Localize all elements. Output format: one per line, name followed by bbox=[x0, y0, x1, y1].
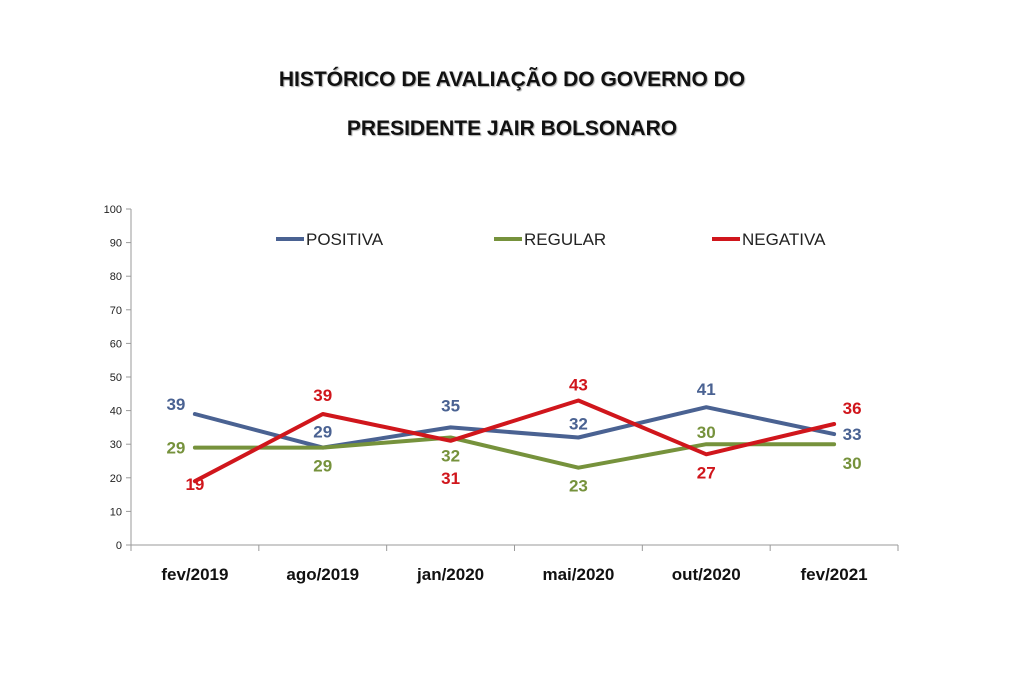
data-label: 43 bbox=[569, 376, 588, 395]
legend-label: POSITIVA bbox=[306, 230, 384, 249]
data-label: 41 bbox=[697, 380, 716, 399]
data-label: 36 bbox=[843, 399, 862, 418]
series-line bbox=[192, 435, 837, 470]
x-tick-label: fev/2019 bbox=[161, 565, 228, 584]
y-tick-label: 20 bbox=[110, 473, 122, 485]
data-label: 32 bbox=[441, 446, 460, 465]
x-tick-label: ago/2019 bbox=[286, 565, 359, 584]
data-label: 27 bbox=[697, 463, 716, 482]
data-label: 39 bbox=[166, 395, 185, 414]
data-label: 23 bbox=[569, 477, 588, 496]
x-tick-label: mai/2020 bbox=[542, 565, 614, 584]
x-tick-label: out/2020 bbox=[672, 565, 741, 584]
data-label: 31 bbox=[441, 469, 460, 488]
y-tick-label: 60 bbox=[110, 338, 122, 350]
legend-label: NEGATIVA bbox=[742, 230, 826, 249]
y-tick-label: 30 bbox=[110, 439, 122, 451]
data-label: 29 bbox=[313, 457, 332, 476]
data-label: 29 bbox=[166, 439, 185, 458]
y-tick-label: 0 bbox=[116, 540, 122, 552]
chart-title-line-1: HISTÓRICO DE AVALIAÇÃO DO GOVERNO DO bbox=[278, 68, 746, 91]
y-tick-label: 10 bbox=[110, 506, 122, 518]
data-label: 29 bbox=[313, 423, 332, 442]
data-label: 35 bbox=[441, 396, 460, 415]
data-label: 19 bbox=[185, 475, 204, 494]
data-label: 39 bbox=[313, 386, 332, 405]
y-tick-label: 40 bbox=[110, 406, 122, 418]
legend-label: REGULAR bbox=[524, 230, 606, 249]
data-label: 33 bbox=[843, 425, 862, 444]
y-tick-label: 70 bbox=[110, 305, 122, 317]
y-tick-label: 50 bbox=[110, 372, 122, 384]
y-tick-label: 100 bbox=[104, 204, 122, 216]
series-line bbox=[192, 398, 837, 484]
x-tick-label: fev/2021 bbox=[801, 565, 868, 584]
y-tick-label: 80 bbox=[110, 271, 122, 283]
data-label: 30 bbox=[697, 423, 716, 442]
x-tick-label: jan/2020 bbox=[416, 565, 484, 584]
data-label: 32 bbox=[569, 414, 588, 433]
chart-title-line-2: PRESIDENTE JAIR BOLSONARO bbox=[346, 117, 678, 140]
data-label: 30 bbox=[843, 454, 862, 473]
y-tick-label: 90 bbox=[110, 238, 122, 250]
series-line bbox=[192, 405, 837, 450]
